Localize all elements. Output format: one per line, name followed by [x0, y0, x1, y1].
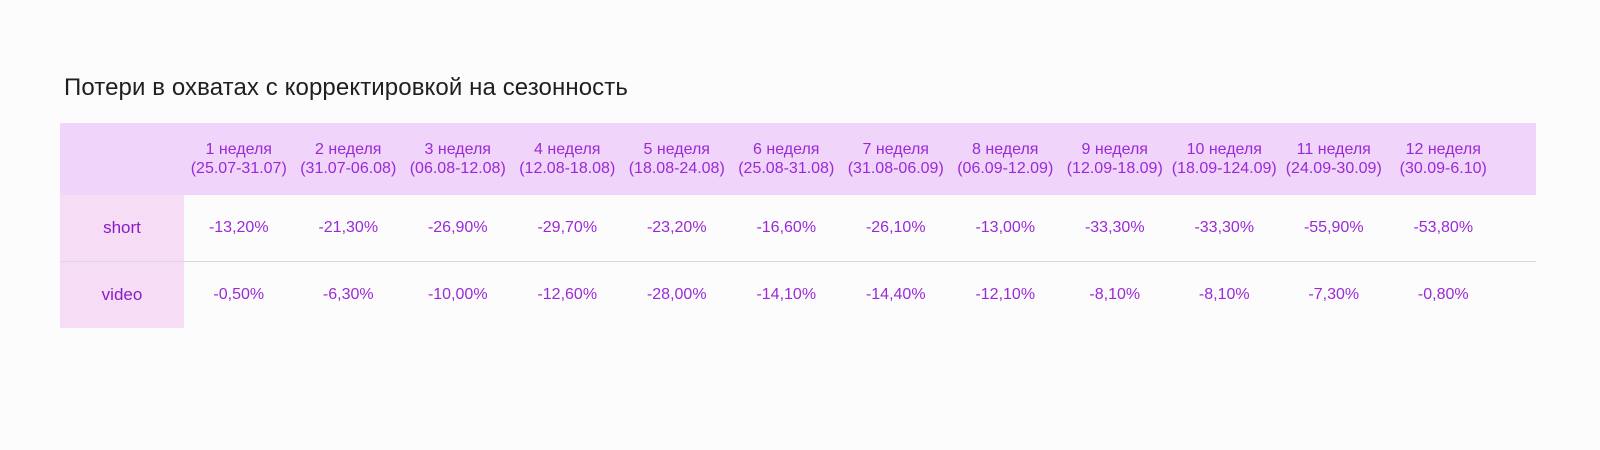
column-header: 10 неделя (18.09-124.09): [1171, 141, 1277, 177]
row-label-video: video: [60, 262, 184, 328]
table-cell: -7,30%: [1308, 286, 1360, 303]
table-cell: -33,30%: [1084, 219, 1145, 236]
table-cell: -10,00%: [427, 286, 488, 303]
table-cell: -16,60%: [756, 219, 817, 236]
table-cell: -12,60%: [537, 286, 598, 303]
table-cell: -26,10%: [865, 219, 926, 236]
column-header: 11 неделя (24.09-30.09): [1285, 141, 1382, 177]
table-cell: -23,20%: [646, 219, 707, 236]
column-header: 12 неделя (30.09-6.10): [1399, 141, 1487, 177]
header-corner-cell: [60, 123, 184, 195]
column-header: 6 неделя (25.08-31.08): [738, 141, 835, 177]
column-header: 8 неделя (06.09-12.09): [957, 141, 1054, 177]
table-cell: -8,10%: [1198, 286, 1250, 303]
table-cell: -8,10%: [1089, 286, 1141, 303]
column-header: 1 неделя (25.07-31.07): [190, 141, 287, 177]
table-cell: -0,50%: [213, 286, 265, 303]
table-title: Потери в охватах с корректировкой на сез…: [64, 74, 628, 101]
table-row-short: short -13,20% -21,30% -26,90% -29,70% -2…: [60, 195, 1536, 262]
table-cell: -28,00%: [646, 286, 707, 303]
column-header: 2 неделя (31.07-06.08): [300, 141, 397, 177]
column-header: 3 неделя (06.08-12.08): [409, 141, 506, 177]
column-header: 4 неделя (12.08-18.08): [519, 141, 616, 177]
column-header: 7 неделя (31.08-06.09): [847, 141, 944, 177]
table-cell: -12,10%: [975, 286, 1036, 303]
table-cell: -53,80%: [1413, 219, 1474, 236]
table-cell: -6,30%: [322, 286, 374, 303]
table-cell: -29,70%: [537, 219, 598, 236]
table-row-video: video -0,50% -6,30% -10,00% -12,60% -28,…: [60, 262, 1536, 328]
column-header: 9 неделя (12.09-18.09): [1066, 141, 1163, 177]
column-header: 5 неделя (18.08-24.08): [628, 141, 725, 177]
table-cell: -14,10%: [756, 286, 817, 303]
table-cell: -21,30%: [318, 219, 379, 236]
table-cell: -26,90%: [427, 219, 488, 236]
table-cell: -13,00%: [975, 219, 1036, 236]
table-cell: -0,80%: [1417, 286, 1469, 303]
row-label-short: short: [60, 195, 184, 261]
table-cell: -33,30%: [1194, 219, 1255, 236]
table-cell: -13,20%: [208, 219, 269, 236]
table-cell: -14,40%: [865, 286, 926, 303]
table-header-row: 1 неделя (25.07-31.07) 2 неделя (31.07-06.…: [60, 123, 1536, 195]
seasonality-loss-table: 1 неделя (25.07-31.07) 2 неделя (31.07-06.…: [60, 123, 1536, 328]
table-cell: -55,90%: [1303, 219, 1364, 236]
